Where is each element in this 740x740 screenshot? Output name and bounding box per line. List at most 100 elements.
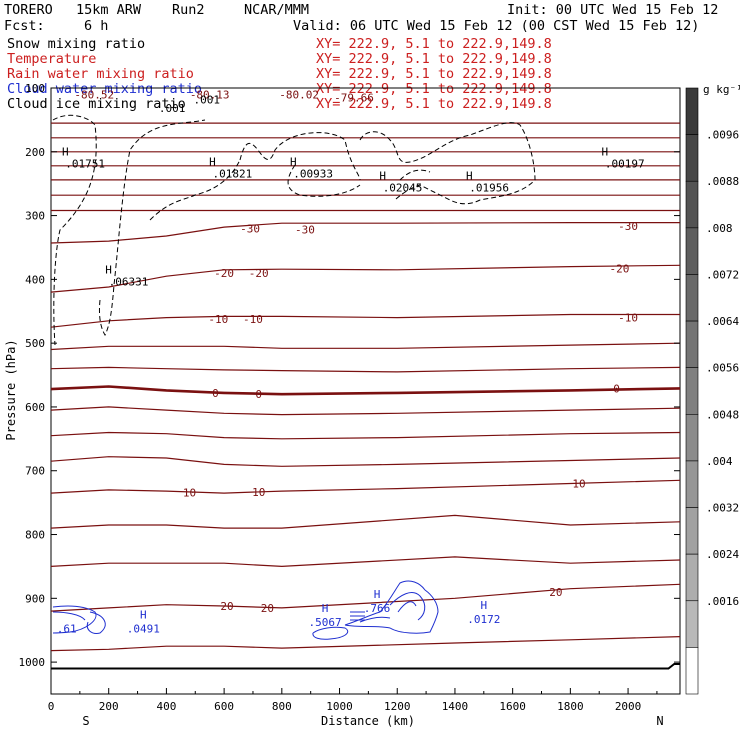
temp-label-14: 0: [255, 388, 262, 401]
colorbar-label-10: .0016: [706, 595, 739, 608]
ice-max-value-5: .00197: [605, 158, 645, 171]
x-axis-title: Distance (km): [321, 714, 415, 728]
south-label: S: [82, 714, 89, 728]
colorbar-bin-0: [685, 87, 699, 135]
isotherm-19: [50, 583, 681, 612]
snow-contours: [52, 114, 536, 346]
colorbar-label-8: .0032: [706, 502, 739, 515]
y-tick-label-7: 900: [25, 592, 45, 605]
temp-label-17: 10: [252, 486, 265, 499]
ice-max-h-2: H: [290, 155, 297, 168]
snow-contour-6: [399, 169, 431, 181]
cw-max-value-2: .766: [364, 602, 391, 615]
x-tick-label-2: 400: [156, 700, 176, 713]
colorbar-bin-8: [685, 460, 699, 508]
isotherm-17: [50, 514, 681, 529]
temp-label-10: -10: [208, 313, 228, 326]
y-tick-label-6: 800: [25, 529, 45, 542]
ice-max-value-3: .02045: [383, 181, 423, 194]
y-tick-label-top: 100: [25, 82, 45, 95]
temp-label-21: 20: [549, 586, 562, 599]
isotherm-7: [50, 222, 680, 244]
colorbar-bin-7: [685, 414, 699, 462]
fcst-label: Fcst:: [4, 18, 45, 34]
cw-max-h-2: H: [374, 588, 381, 601]
model-name: TORERO: [4, 2, 53, 18]
snow-label-1: .001: [194, 93, 221, 106]
ice-max-h-6: H: [105, 264, 112, 277]
isotherm-14: [50, 431, 681, 440]
temp-label-11: -10: [243, 313, 263, 326]
temp-label-4: -30: [240, 222, 260, 235]
isotherm-16: [50, 479, 681, 494]
legend-item-4: Cloud ice mixing ratio: [7, 96, 186, 112]
cloud-water-contour-3: [312, 626, 349, 640]
legend-item-2: Rain water mixing ratio: [7, 66, 194, 82]
temp-label-9: -20: [609, 263, 629, 276]
legend: Snow mixing ratio XY= 222.9, 5.1 to 222.9…: [7, 36, 552, 112]
temp-label-7: -20: [214, 267, 234, 280]
y-tick-label-8: 1000: [19, 656, 46, 669]
isotherm-10: [50, 342, 681, 351]
y-tick-label-3: 500: [25, 337, 45, 350]
temp-label-20: 20: [261, 602, 274, 615]
cloud-water-contour-1: [52, 611, 86, 621]
ice-max-value-4: .01956: [469, 181, 509, 194]
colorbar-label-4: .0064: [706, 315, 739, 328]
org-label: NCAR/MMM: [244, 2, 309, 18]
colorbar-label-0: .0096: [706, 129, 739, 142]
cloud-water-contours: [52, 580, 439, 640]
temp-label-19: 20: [220, 600, 233, 613]
temp-label-1: -80.13: [190, 88, 230, 101]
y-tick-label-4: 600: [25, 401, 45, 414]
init-time: Init: 00 UTC Wed 15 Feb 12: [507, 2, 718, 18]
plot-frame: [50, 87, 681, 695]
colorbar-bin-1: [685, 134, 699, 182]
ice-max-value-1: .01821: [212, 167, 252, 180]
isotherm-8: [50, 264, 681, 293]
ground-line: [51, 663, 680, 670]
header: TORERO 15km ARW Run2 NCAR/MMM Init: 00 U…: [4, 2, 718, 34]
colorbar-bin-4: [685, 274, 699, 322]
isotherm-13: [50, 406, 681, 416]
snow-contour-2: [149, 159, 241, 221]
snow-label-0: .001: [159, 102, 186, 115]
colorbar-label-1: .0088: [706, 175, 739, 188]
colorbar-label-2: .008: [706, 222, 733, 235]
temp-label-3: -79.66: [334, 92, 374, 105]
y-tick-label-5: 700: [25, 465, 45, 478]
valid-time: Valid: 06 UTC Wed 15 Feb 12 (00 CST Wed …: [293, 18, 699, 34]
temp-label-8: -20: [249, 267, 269, 280]
cloud-water-contour-5: [389, 592, 426, 621]
y-axis-title: Pressure (hPa): [4, 339, 18, 440]
legend-xy-0: XY= 222.9, 5.1 to 222.9,149.8: [316, 36, 552, 52]
ice-max-h-5: H: [602, 146, 609, 159]
x-tick-label-8: 1600: [499, 700, 526, 713]
x-tick-label-5: 1000: [326, 700, 353, 713]
colorbar-bin-3: [685, 227, 699, 275]
colorbar-label-3: .0072: [706, 268, 739, 281]
snow-contour-1: [99, 119, 206, 337]
x-tick-label-10: 2000: [615, 700, 642, 713]
cw-max-h-0: H: [140, 609, 147, 622]
colorbar-label-6: .0048: [706, 408, 739, 421]
cw-max-h-3: H: [480, 599, 487, 612]
cw-max-value-4: .61: [57, 623, 77, 636]
legend-xy-3: XY= 222.9, 5.1 to 222.9,149.8: [316, 81, 552, 97]
ice-max-h-0: H: [62, 146, 69, 159]
run-label: Run2: [172, 2, 205, 18]
colorbar-bin-6: [685, 367, 699, 415]
isotherm-11: [50, 366, 681, 373]
cloud-water-contour-7: [350, 611, 365, 621]
isotherm-18: [50, 556, 681, 568]
isotherm-20: [50, 636, 681, 652]
snow-contour-4: [287, 164, 361, 197]
cw-max-value-1: .5067: [309, 616, 342, 629]
cw-max-h-1: H: [322, 602, 329, 615]
x-tick-label-7: 1400: [442, 700, 469, 713]
snow-contour-0: [52, 114, 97, 346]
isotherm-9: [50, 313, 680, 328]
x-tick-label-9: 1800: [557, 700, 584, 713]
ice-max-h-3: H: [379, 169, 386, 182]
